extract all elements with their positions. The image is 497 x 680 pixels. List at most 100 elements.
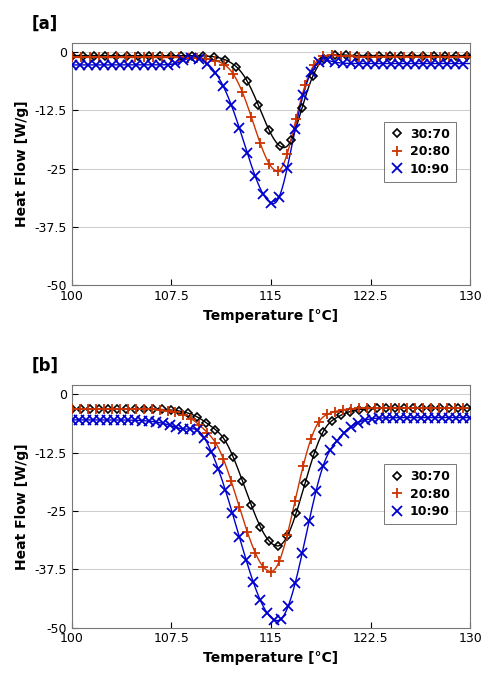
- 20:80: [392, 52, 398, 61]
- 20:80: [338, 52, 344, 60]
- 20:80: [180, 411, 186, 419]
- 30:70: [392, 404, 398, 412]
- 30:70: [266, 126, 272, 135]
- 20:80: [332, 407, 338, 415]
- 30:70: [105, 405, 111, 413]
- 10:90: [324, 56, 330, 65]
- 20:80: [203, 54, 209, 63]
- 20:80: [185, 54, 191, 62]
- 20:80: [176, 54, 182, 62]
- 30:70: [299, 104, 305, 112]
- 30:70: [437, 404, 443, 412]
- 20:80: [159, 53, 165, 61]
- 20:80: [87, 53, 93, 61]
- 20:80: [149, 405, 155, 413]
- 30:70: [114, 405, 120, 413]
- 20:80: [452, 404, 458, 412]
- 30:70: [321, 55, 327, 63]
- 10:90: [160, 419, 166, 427]
- 30:70: [464, 404, 470, 412]
- 30:70: [428, 404, 434, 412]
- 10:90: [444, 59, 450, 67]
- 30:70: [275, 542, 281, 550]
- 10:90: [388, 59, 394, 67]
- 30:70: [310, 71, 316, 80]
- 10:90: [467, 413, 473, 422]
- 20:80: [410, 52, 416, 61]
- 10:90: [101, 61, 107, 69]
- Line: 10:90: 10:90: [67, 413, 475, 625]
- 30:70: [96, 405, 102, 413]
- 30:70: [141, 405, 147, 413]
- 30:70: [284, 532, 290, 541]
- Line: 30:70: 30:70: [69, 52, 469, 149]
- 30:70: [257, 522, 263, 530]
- 30:70: [132, 405, 138, 413]
- 20:80: [396, 404, 402, 412]
- 20:80: [348, 405, 354, 413]
- Y-axis label: Heat Flow [W/g]: Heat Flow [W/g]: [15, 101, 29, 227]
- 20:80: [437, 52, 443, 61]
- 10:90: [125, 61, 131, 69]
- 10:90: [356, 59, 362, 67]
- 30:70: [329, 417, 335, 425]
- 20:80: [436, 404, 442, 412]
- 20:80: [276, 558, 282, 566]
- 20:80: [268, 568, 274, 576]
- 10:90: [411, 413, 417, 422]
- 10:90: [172, 59, 178, 67]
- Legend: 30:70, 20:80, 10:90: 30:70, 20:80, 10:90: [384, 464, 456, 524]
- 30:70: [167, 52, 173, 60]
- 20:80: [157, 406, 163, 414]
- 20:80: [311, 61, 317, 69]
- 30:70: [277, 142, 283, 150]
- 30:70: [230, 453, 236, 461]
- 30:70: [387, 52, 393, 60]
- 30:70: [320, 428, 326, 436]
- 20:80: [383, 52, 389, 61]
- 10:90: [196, 54, 202, 63]
- 30:70: [332, 50, 338, 58]
- 30:70: [194, 413, 200, 421]
- 30:70: [113, 52, 119, 60]
- 30:70: [211, 53, 217, 61]
- 20:80: [245, 528, 250, 536]
- 10:90: [166, 421, 172, 429]
- 20:80: [196, 421, 202, 429]
- 20:80: [123, 53, 129, 61]
- 20:80: [150, 53, 156, 61]
- 30:70: [146, 52, 152, 60]
- 30:70: [124, 52, 130, 60]
- X-axis label: Temperature [°C]: Temperature [°C]: [203, 651, 338, 665]
- 20:80: [428, 52, 434, 61]
- 20:80: [347, 52, 353, 61]
- 30:70: [401, 404, 407, 412]
- 30:70: [157, 52, 163, 60]
- Line: 30:70: 30:70: [69, 405, 469, 549]
- 20:80: [194, 54, 200, 62]
- 30:70: [376, 52, 382, 60]
- 10:90: [165, 61, 170, 69]
- 20:80: [292, 496, 298, 505]
- 10:90: [268, 199, 274, 207]
- Text: [a]: [a]: [32, 15, 58, 33]
- 30:70: [365, 52, 371, 60]
- 30:70: [442, 52, 448, 60]
- 20:80: [302, 81, 308, 89]
- 20:80: [105, 53, 111, 61]
- 10:90: [109, 61, 115, 69]
- 20:80: [212, 439, 218, 447]
- 10:90: [252, 172, 258, 180]
- 20:80: [101, 405, 107, 413]
- 20:80: [132, 53, 138, 61]
- 20:80: [114, 53, 120, 61]
- 20:80: [141, 405, 147, 413]
- 20:80: [324, 410, 330, 418]
- 20:80: [293, 115, 299, 123]
- 10:90: [276, 193, 282, 201]
- 10:90: [340, 59, 346, 67]
- 20:80: [266, 160, 272, 168]
- 20:80: [284, 150, 290, 158]
- 20:80: [96, 53, 102, 61]
- 10:90: [204, 60, 210, 68]
